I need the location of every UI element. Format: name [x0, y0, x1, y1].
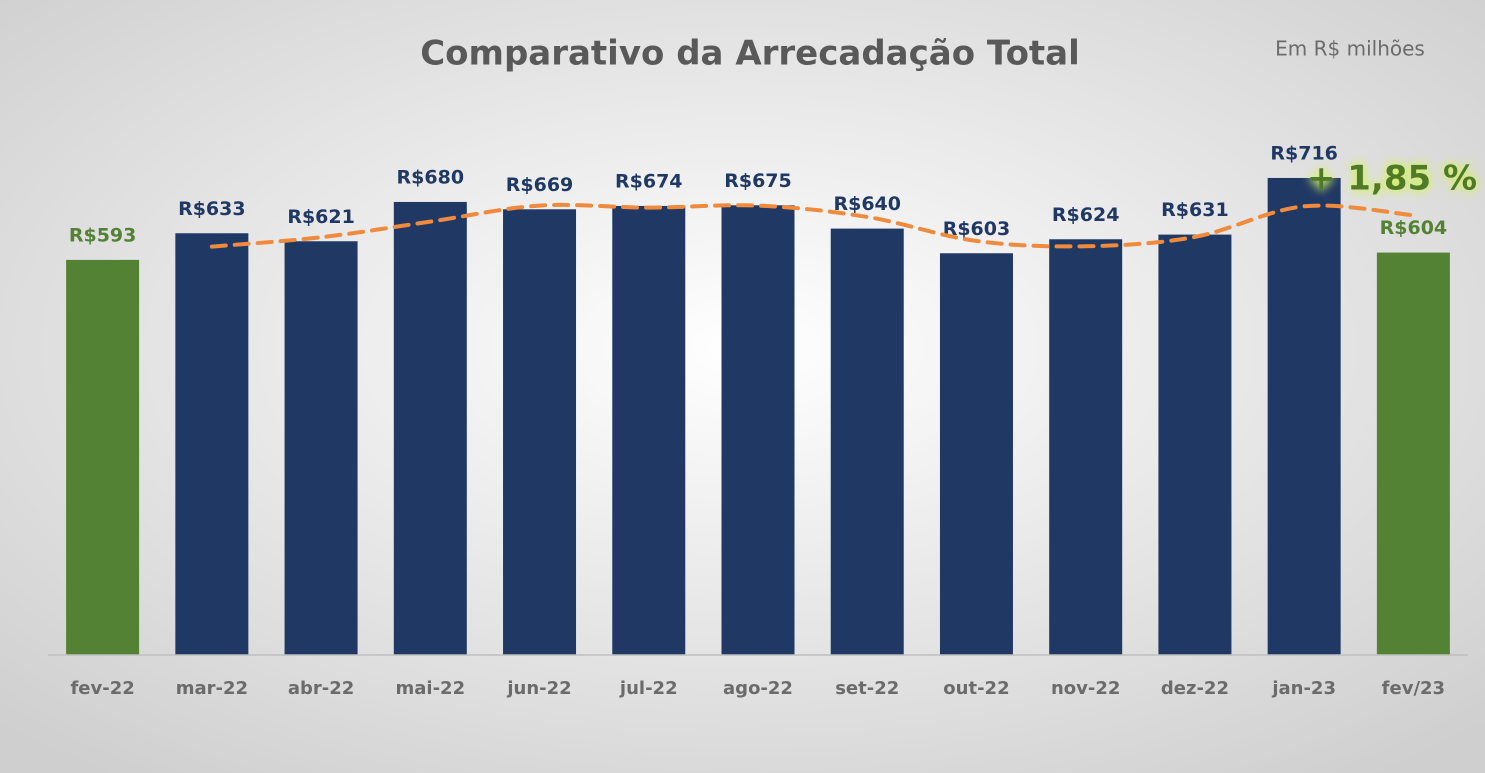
- bar: [939, 253, 1013, 655]
- value-label: R$593: [69, 224, 137, 246]
- bar: [393, 201, 467, 655]
- x-tick-label: abr-22: [288, 678, 354, 699]
- bar: [1049, 239, 1123, 655]
- bar: [503, 209, 577, 655]
- value-label: R$640: [833, 193, 901, 215]
- bar: [612, 205, 686, 655]
- value-label: R$604: [1380, 217, 1448, 239]
- bar: [175, 233, 249, 656]
- x-tick-label: mai-22: [396, 678, 466, 699]
- x-tick-label: jul-22: [619, 678, 678, 699]
- x-tick-label: ago-22: [723, 678, 793, 699]
- x-tick-label: set-22: [835, 678, 899, 699]
- value-label: R$674: [615, 170, 683, 192]
- x-tick-label: jun-22: [506, 678, 571, 699]
- bar: [1376, 252, 1450, 655]
- annotation: + 1,85 %: [1307, 159, 1477, 199]
- value-label: R$680: [397, 166, 465, 188]
- x-tick-label: nov-22: [1051, 678, 1120, 699]
- bar: [284, 241, 358, 656]
- bar: [66, 259, 140, 655]
- x-tick-label: out-22: [943, 678, 1009, 699]
- x-tick-label: dez-22: [1161, 678, 1229, 699]
- bar: [721, 205, 795, 655]
- x-tick-label: mar-22: [176, 678, 248, 699]
- trendline: [209, 202, 1416, 249]
- value-label: R$669: [506, 174, 574, 196]
- x-tick-label: jan-23: [1271, 678, 1336, 699]
- value-label: R$631: [1161, 199, 1229, 221]
- value-label: R$621: [287, 206, 355, 228]
- bar: [830, 228, 904, 655]
- x-tick-label: fev-22: [70, 678, 134, 699]
- value-label: R$624: [1052, 204, 1120, 226]
- value-label: R$633: [178, 198, 246, 220]
- bar: [1158, 234, 1232, 655]
- value-label: R$716: [1270, 142, 1338, 164]
- chart-title: Comparativo da Arrecadação Total: [420, 34, 1080, 74]
- bar: [1267, 177, 1341, 655]
- value-label: R$675: [724, 170, 792, 192]
- subtitle: Em R$ milhões: [1275, 37, 1425, 61]
- x-tick-label: fev/23: [1382, 678, 1445, 699]
- value-label: R$603: [943, 218, 1011, 240]
